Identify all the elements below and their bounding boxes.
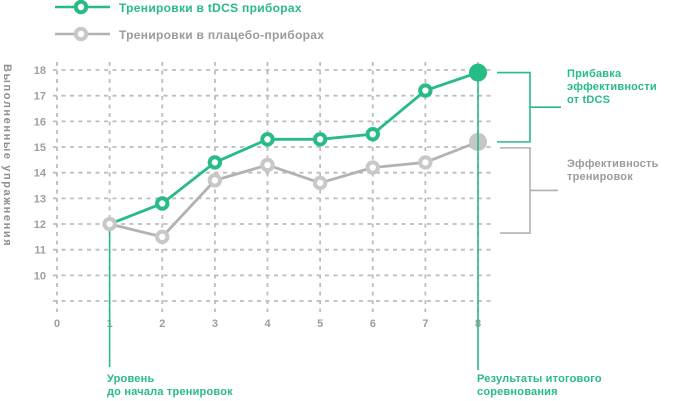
x-tick-label: 5 bbox=[317, 318, 323, 330]
data-point-tdcs bbox=[418, 83, 433, 98]
y-axis-title: Выполненные упражнения bbox=[1, 64, 13, 248]
annotation-line: Прибавка bbox=[567, 68, 622, 80]
annotation-training-effect: Эффективность тренировок bbox=[567, 158, 659, 184]
legend-marker-placebo bbox=[73, 26, 89, 42]
y-tick-label: 11 bbox=[34, 245, 46, 257]
annotation-line: Эффективность bbox=[567, 158, 659, 170]
y-tick-label: 15 bbox=[34, 142, 46, 154]
y-tick-label: 10 bbox=[34, 270, 46, 282]
y-tick-label: 14 bbox=[34, 168, 47, 180]
x-tick-label: 3 bbox=[212, 318, 218, 330]
data-point-placebo bbox=[312, 175, 328, 191]
annotation-baseline: Уровень до начала тренировок bbox=[107, 373, 233, 399]
series-line-tdcs bbox=[109, 71, 479, 226]
x-tick-label: 0 bbox=[54, 318, 60, 330]
x-tick-label: 6 bbox=[370, 318, 376, 330]
data-point-tdcs bbox=[312, 132, 328, 147]
y-tick-label: 12 bbox=[34, 219, 46, 231]
bracket-tdcs-gain bbox=[497, 71, 561, 143]
data-point-tdcs bbox=[155, 196, 170, 211]
annotation-line: Уровень bbox=[107, 373, 155, 385]
y-tick-label: 17 bbox=[34, 91, 46, 103]
y-tick-label: 16 bbox=[34, 116, 46, 128]
x-tick-label: 4 bbox=[264, 318, 271, 330]
legend-label-placebo: Тренировки в плацебо-приборах bbox=[119, 28, 325, 42]
data-point-placebo bbox=[418, 155, 433, 170]
series-line-placebo bbox=[109, 140, 479, 239]
annotation-line: эффективности bbox=[567, 81, 657, 93]
annotation-line: соревнования bbox=[477, 386, 558, 398]
y-tick-label: 13 bbox=[34, 193, 46, 205]
data-point-tdcs bbox=[365, 126, 380, 142]
annotation-line: от tDCS bbox=[567, 94, 611, 106]
annotation-tdcs-gain: Прибавка эффективности от tDCS bbox=[567, 68, 657, 107]
y-tick-label: 18 bbox=[34, 65, 46, 77]
data-point-tdcs bbox=[207, 155, 223, 170]
x-tick-label: 2 bbox=[159, 318, 165, 330]
annotation-line: до начала тренировок bbox=[107, 386, 233, 398]
data-point-placebo bbox=[260, 157, 275, 173]
annotation-line: тренировок bbox=[567, 171, 633, 183]
bracket-training-effect bbox=[500, 147, 558, 234]
x-tick-label: 7 bbox=[422, 318, 428, 330]
annotation-final-results: Результаты итогового соревнования bbox=[477, 373, 602, 399]
data-point-placebo bbox=[365, 160, 380, 175]
legend-label-tdcs: Тренировки в tDCS приборах bbox=[119, 1, 302, 15]
data-point-placebo bbox=[207, 173, 223, 188]
data-point-tdcs bbox=[260, 132, 275, 147]
annotation-line: Результаты итогового bbox=[477, 373, 602, 385]
data-point-placebo bbox=[102, 216, 117, 232]
data-point-placebo bbox=[155, 229, 170, 245]
legend-marker-tdcs bbox=[73, 0, 89, 15]
